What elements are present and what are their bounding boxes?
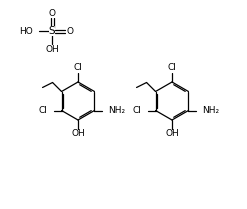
Text: NH₂: NH₂ — [203, 106, 220, 115]
Text: Cl: Cl — [133, 106, 142, 115]
Text: OH: OH — [45, 45, 59, 54]
Text: S: S — [49, 26, 55, 36]
Text: Cl: Cl — [39, 106, 47, 115]
Text: O: O — [66, 27, 74, 36]
Text: HO: HO — [19, 27, 33, 36]
Text: OH: OH — [165, 130, 179, 139]
Text: OH: OH — [71, 130, 85, 139]
Text: Cl: Cl — [167, 64, 176, 73]
Text: Cl: Cl — [74, 64, 82, 73]
Text: O: O — [48, 9, 56, 18]
Text: NH₂: NH₂ — [108, 106, 125, 115]
